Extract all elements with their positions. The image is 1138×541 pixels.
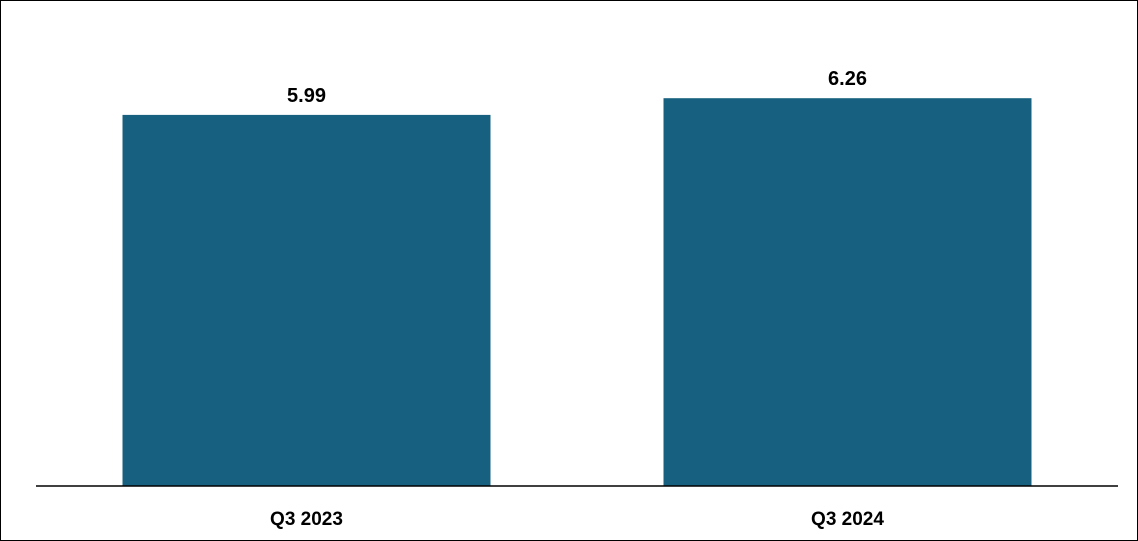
- x-tick-label-q3-2023: Q3 2023: [270, 509, 343, 530]
- bars-layer: [122, 98, 1032, 487]
- bar-q3-2024: [663, 98, 1032, 486]
- data-label-q3-2023: 5.99: [287, 85, 326, 107]
- value-labels-layer: 5.99 6.26: [287, 68, 867, 107]
- category-labels-layer: Q3 2023 Q3 2024: [270, 509, 884, 530]
- data-label-q3-2024: 6.26: [828, 68, 867, 90]
- bar-q3-2023: [122, 114, 491, 487]
- x-tick-label-q3-2024: Q3 2024: [811, 509, 884, 530]
